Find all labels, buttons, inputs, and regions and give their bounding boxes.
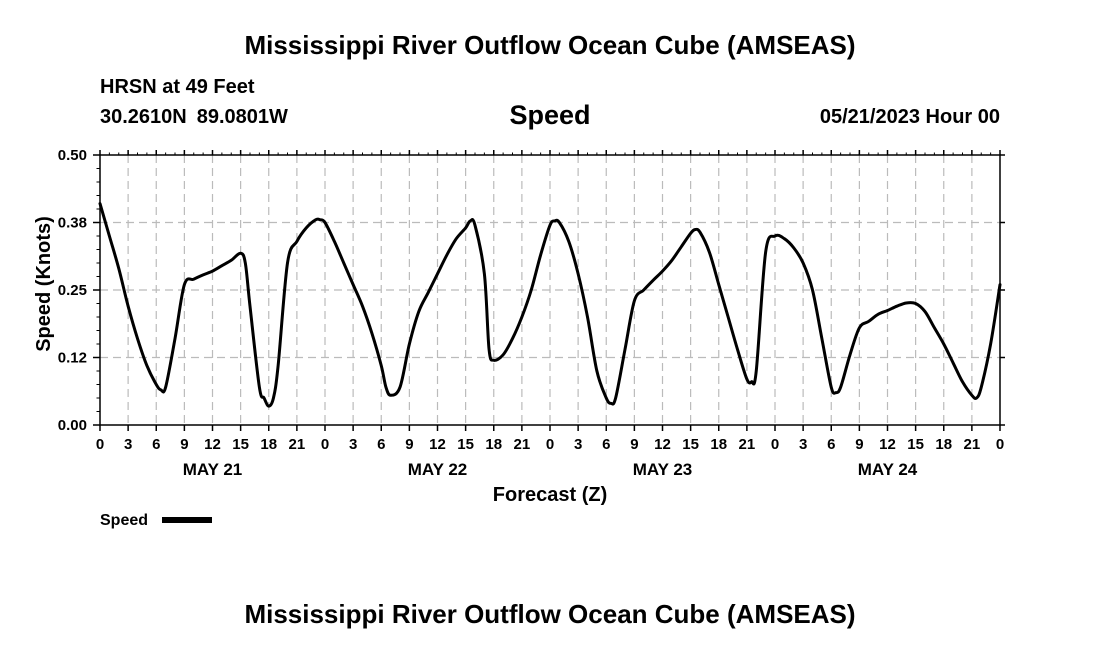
x-tick-label: 9 [180, 436, 188, 453]
y-tick-label: 0.12 [58, 350, 87, 367]
forecast-datetime: 05/21/2023 Hour 00 [819, 106, 1000, 128]
y-axis-title: Speed (Knots) [33, 216, 55, 352]
x-tick-label: 6 [377, 436, 385, 453]
x-tick-label: 21 [964, 436, 981, 453]
x-tick-label: 0 [96, 436, 104, 453]
x-tick-label: 12 [204, 436, 221, 453]
x-tick-label: 9 [855, 436, 863, 453]
y-tick-label: 0.00 [58, 417, 87, 434]
station-label: HRSN at 49 Feet [100, 76, 255, 98]
legend: Speed [100, 512, 212, 529]
x-tick-label: 21 [739, 436, 756, 453]
grid [100, 155, 1000, 425]
x-tick-label: 9 [405, 436, 413, 453]
x-tick-label: 12 [429, 436, 446, 453]
x-tick-label: 15 [907, 436, 924, 453]
y-tick-label: 0.25 [58, 282, 87, 299]
x-tick-label: 15 [682, 436, 699, 453]
x-tick-label: 12 [879, 436, 896, 453]
footer-title: Mississippi River Outflow Ocean Cube (AM… [244, 599, 856, 629]
day-label: MAY 23 [633, 460, 693, 479]
x-tick-label: 3 [799, 436, 807, 453]
day-label: MAY 22 [408, 460, 468, 479]
x-tick-label: 18 [935, 436, 952, 453]
axis-labels: 0 3 6 9 12 15 18 21 0 3 6 9 12 15 18 21 0 3 6 9 12 15 18 21 0 3 6 9… [58, 147, 1004, 479]
day-label: MAY 21 [183, 460, 243, 479]
x-tick-label: 6 [152, 436, 160, 453]
x-tick-label: 0 [321, 436, 329, 453]
day-label: MAY 24 [858, 460, 918, 479]
main-title: Mississippi River Outflow Ocean Cube (AM… [244, 30, 856, 60]
x-tick-label: 0 [771, 436, 779, 453]
x-tick-label: 3 [574, 436, 582, 453]
x-tick-label: 9 [630, 436, 638, 453]
x-tick-label: 6 [827, 436, 835, 453]
x-tick-label: 21 [514, 436, 531, 453]
coordinates: 30.2610N 89.0801W [100, 106, 288, 129]
x-tick-label: 3 [124, 436, 132, 453]
x-tick-label: 0 [546, 436, 554, 453]
legend-label: Speed [100, 512, 148, 529]
series [98, 202, 1002, 408]
longitude-label: 89.0801W [196, 106, 288, 128]
series-line-speed [98, 202, 1002, 408]
x-tick-label: 15 [232, 436, 249, 453]
chart-title: Speed [509, 100, 591, 130]
x-tick-label: 15 [457, 436, 474, 453]
x-tick-label: 3 [349, 436, 357, 453]
x-axis-title: Forecast (Z) [493, 484, 607, 506]
latitude-label: 30.2610N [100, 106, 187, 128]
x-tick-label: 21 [289, 436, 306, 453]
x-tick-label: 18 [260, 436, 277, 453]
y-tick-label: 0.50 [58, 147, 87, 164]
x-tick-label: 18 [485, 436, 502, 453]
x-tick-label: 0 [996, 436, 1004, 453]
x-tick-label: 12 [654, 436, 671, 453]
x-tick-label: 6 [602, 436, 610, 453]
y-tick-label: 0.38 [58, 215, 87, 232]
x-tick-label: 18 [710, 436, 727, 453]
